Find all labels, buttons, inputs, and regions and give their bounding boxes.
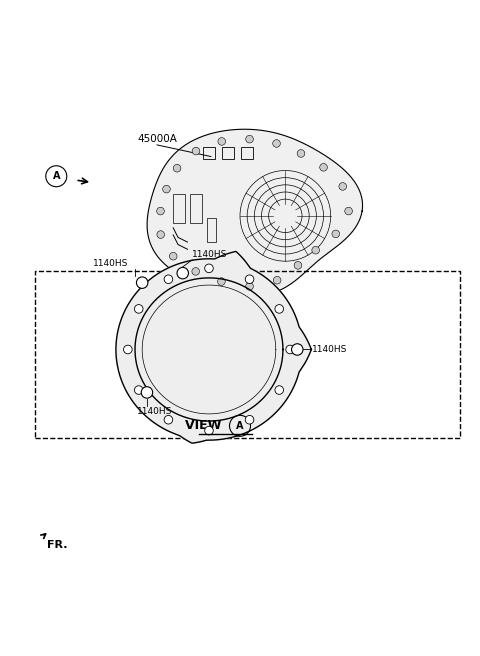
Text: 1140HS: 1140HS xyxy=(93,259,128,268)
Text: FR.: FR. xyxy=(47,540,67,550)
Circle shape xyxy=(332,230,340,237)
Circle shape xyxy=(275,304,284,313)
Bar xyxy=(222,147,234,159)
Circle shape xyxy=(275,386,284,394)
Text: A: A xyxy=(236,421,244,431)
Circle shape xyxy=(157,231,165,238)
Circle shape xyxy=(204,426,213,435)
Polygon shape xyxy=(147,129,362,297)
Circle shape xyxy=(136,277,148,289)
Circle shape xyxy=(312,247,320,254)
Circle shape xyxy=(169,253,177,260)
Circle shape xyxy=(246,135,253,143)
Circle shape xyxy=(339,182,347,190)
Circle shape xyxy=(217,277,225,285)
Bar xyxy=(206,218,216,242)
Text: 1140HS: 1140HS xyxy=(192,250,228,259)
Bar xyxy=(173,194,185,223)
Circle shape xyxy=(173,165,181,172)
Text: A: A xyxy=(52,171,60,181)
Text: 45000A: 45000A xyxy=(137,134,177,144)
Circle shape xyxy=(192,147,200,155)
Circle shape xyxy=(245,415,254,424)
Bar xyxy=(241,147,253,159)
Polygon shape xyxy=(116,251,312,443)
Text: 1140HS: 1140HS xyxy=(312,345,347,354)
Circle shape xyxy=(141,386,153,398)
Circle shape xyxy=(320,163,327,171)
Circle shape xyxy=(134,386,143,394)
Circle shape xyxy=(273,140,280,148)
Circle shape xyxy=(218,138,226,145)
Circle shape xyxy=(204,264,213,273)
Bar xyxy=(203,147,215,159)
Circle shape xyxy=(177,268,189,279)
Circle shape xyxy=(291,344,303,355)
Circle shape xyxy=(245,275,254,283)
Text: 1140HS: 1140HS xyxy=(137,407,173,416)
Circle shape xyxy=(192,268,200,276)
Circle shape xyxy=(134,304,143,313)
Circle shape xyxy=(345,207,352,215)
Circle shape xyxy=(273,276,281,284)
Circle shape xyxy=(294,262,302,269)
Text: VIEW: VIEW xyxy=(185,419,226,432)
Circle shape xyxy=(297,150,305,157)
Circle shape xyxy=(156,207,164,215)
Circle shape xyxy=(164,415,173,424)
Bar xyxy=(190,194,202,223)
Circle shape xyxy=(246,283,253,290)
Circle shape xyxy=(123,345,132,354)
Circle shape xyxy=(286,345,294,354)
Circle shape xyxy=(163,185,170,193)
Bar xyxy=(35,271,459,438)
Circle shape xyxy=(164,275,173,283)
